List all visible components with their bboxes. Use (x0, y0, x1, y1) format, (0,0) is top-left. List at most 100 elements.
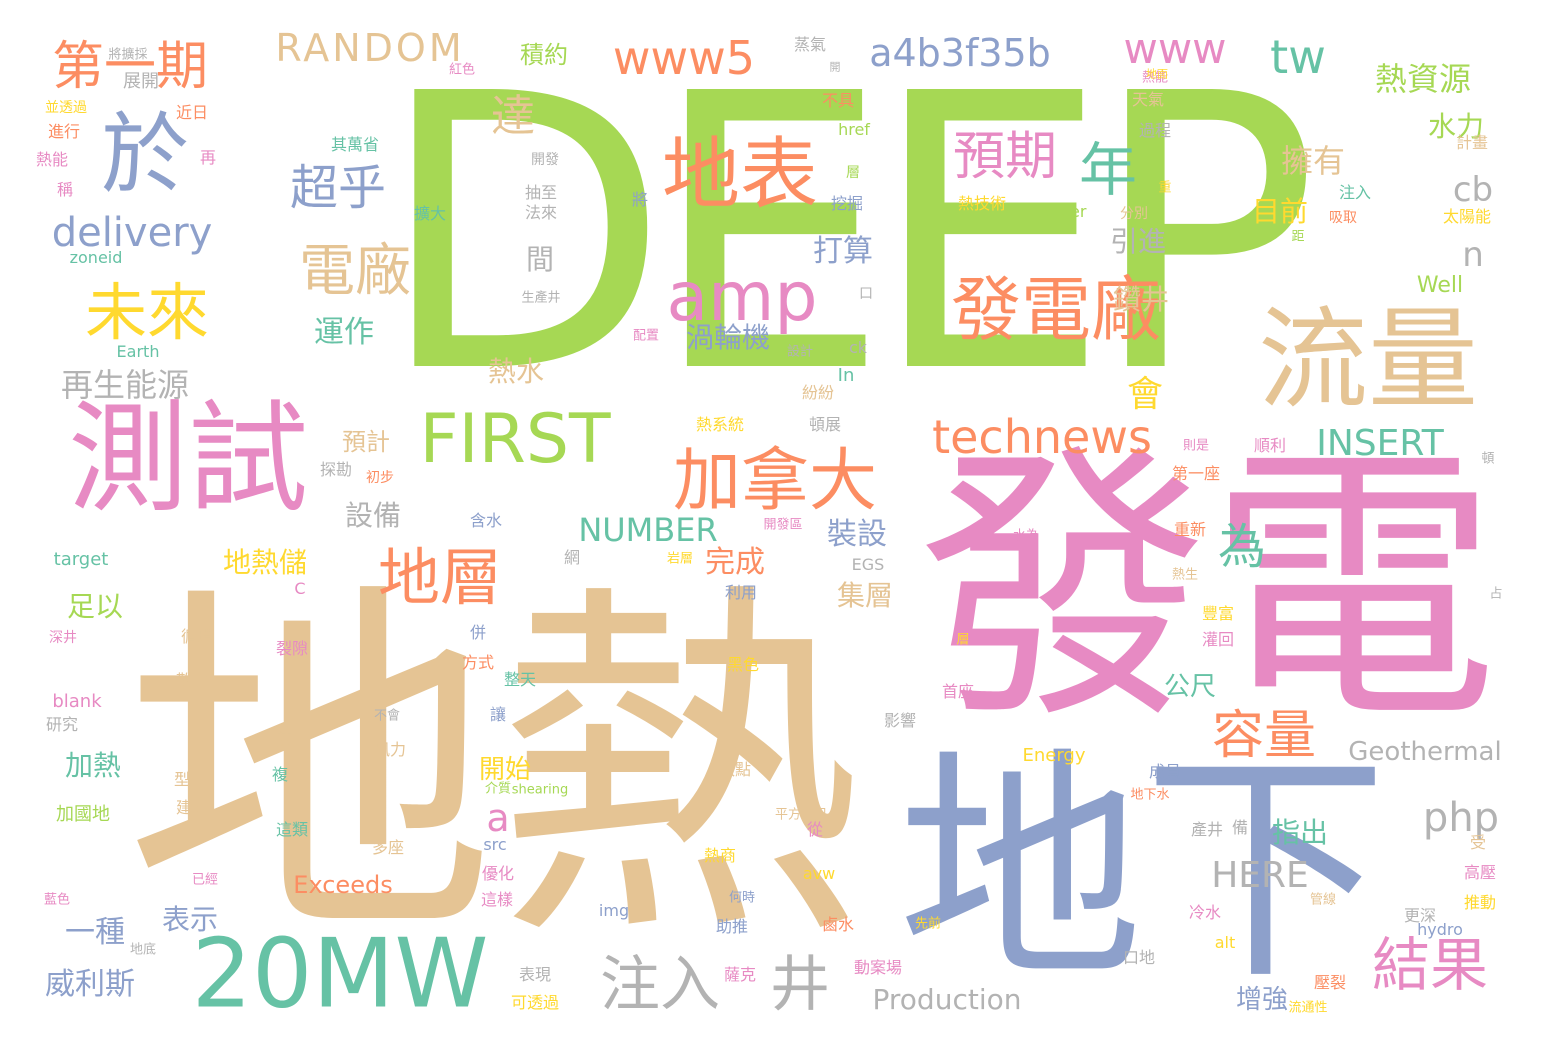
word: 開 (829, 60, 841, 74)
word: 熱生 (1171, 567, 1199, 583)
word: 網 (563, 548, 581, 567)
word: NUMBER (578, 511, 718, 549)
word: 熱能 (1141, 70, 1169, 86)
word: 頓展 (808, 415, 842, 434)
word: 開發區 (763, 517, 803, 533)
word: 一種 (65, 915, 125, 950)
word: 威利斯 (45, 967, 135, 1002)
word: 循環 (180, 627, 214, 646)
word: 岩層 (666, 551, 694, 567)
word: 口地 (1122, 948, 1156, 967)
word: src (483, 835, 507, 854)
word: 介質 (484, 781, 512, 797)
word: n (1462, 235, 1484, 275)
word: 豐富 (1201, 604, 1235, 623)
word: 初步 (366, 470, 394, 486)
word: blank (52, 691, 102, 712)
word: img (598, 901, 630, 920)
word: 水力 (1427, 110, 1485, 143)
word: 影響 (883, 711, 917, 730)
word: 發電廠 (951, 269, 1161, 351)
word: 注入 (600, 950, 720, 1020)
word: amp (666, 258, 818, 337)
word: 熱系統 (695, 415, 745, 434)
word: 預期 (952, 127, 1058, 187)
word: 建立 (175, 798, 209, 817)
word: 優化 (481, 864, 515, 883)
word: delivery (51, 210, 213, 256)
word: 產井 (1190, 820, 1224, 839)
word: 足以 (66, 590, 124, 623)
word: 第一座 (1171, 464, 1221, 483)
word: 順利 (1253, 436, 1287, 455)
word: php (1422, 795, 1500, 841)
word: 年 (1078, 136, 1138, 204)
word: tw (1270, 30, 1326, 84)
word: 再 (199, 148, 217, 167)
word: technews (932, 410, 1152, 464)
word: 已經 (191, 872, 219, 888)
word: 型 (173, 770, 191, 789)
word: 先前 (914, 916, 942, 932)
word: 開始 (478, 755, 532, 785)
word: 平方公尺 (774, 807, 828, 823)
word: INSERT (1316, 423, 1444, 464)
word: 預計 (342, 428, 390, 456)
word: 受 (1469, 833, 1487, 852)
word: 渦輪機 (685, 321, 771, 354)
word: 備 (1231, 818, 1249, 837)
word: 井 (770, 950, 830, 1020)
word: 風力 (373, 740, 407, 759)
word: 薩克 (723, 965, 757, 984)
word: 敬性 (175, 671, 209, 690)
word: 讓 (489, 705, 507, 724)
word: 將擴採 (108, 47, 148, 63)
word: 稱 (56, 180, 74, 199)
word: 利用 (724, 583, 758, 602)
word: 地層 (377, 541, 503, 614)
word: 層 (846, 165, 860, 181)
word: 計畫 (1455, 133, 1489, 152)
word: 加熱 (64, 749, 122, 782)
word: Production (872, 983, 1022, 1016)
word: Well (1416, 273, 1464, 298)
word: a (486, 796, 510, 840)
word: 近日 (175, 103, 209, 122)
word: 方式 (461, 653, 495, 672)
word: 地面 (1146, 67, 1168, 81)
word: 注入 (1338, 183, 1372, 202)
word: 吸取 (1329, 210, 1357, 226)
word: 這樣 (480, 890, 514, 909)
word: 熱商 (703, 846, 737, 865)
word: 含水 (469, 511, 503, 530)
word: 距 (1291, 229, 1305, 245)
word: 其萬省 (330, 135, 380, 154)
word: 打算 (813, 234, 873, 269)
word: 不會 (373, 708, 401, 724)
word: 地下 (898, 727, 1388, 1013)
word: 占 (1489, 586, 1503, 602)
word: target (53, 549, 109, 570)
word: 生產井 (521, 290, 561, 306)
word: 缺點 (718, 760, 752, 779)
word: cb (1452, 170, 1494, 210)
word: 進行 (47, 122, 81, 141)
word: 完成 (705, 545, 765, 580)
word: 地熱儲 (222, 546, 308, 579)
word: 動案場 (853, 958, 903, 977)
word: 結果 (1371, 931, 1489, 999)
word: 達 (491, 91, 535, 142)
word: www5 (612, 31, 756, 85)
word: 成員 (1148, 762, 1182, 781)
word: hydro (1417, 920, 1463, 939)
word: 於 (100, 103, 190, 206)
word: 助推 (715, 917, 749, 936)
word: 管線 (1309, 892, 1337, 908)
word: 不具 (821, 91, 855, 110)
word: 目前 (1251, 195, 1309, 228)
word: 測試 (68, 390, 308, 529)
word: 設計 (786, 344, 814, 360)
word: 分別 (1120, 206, 1148, 222)
word: 層 (956, 632, 970, 648)
word: 重新 (1173, 520, 1207, 539)
